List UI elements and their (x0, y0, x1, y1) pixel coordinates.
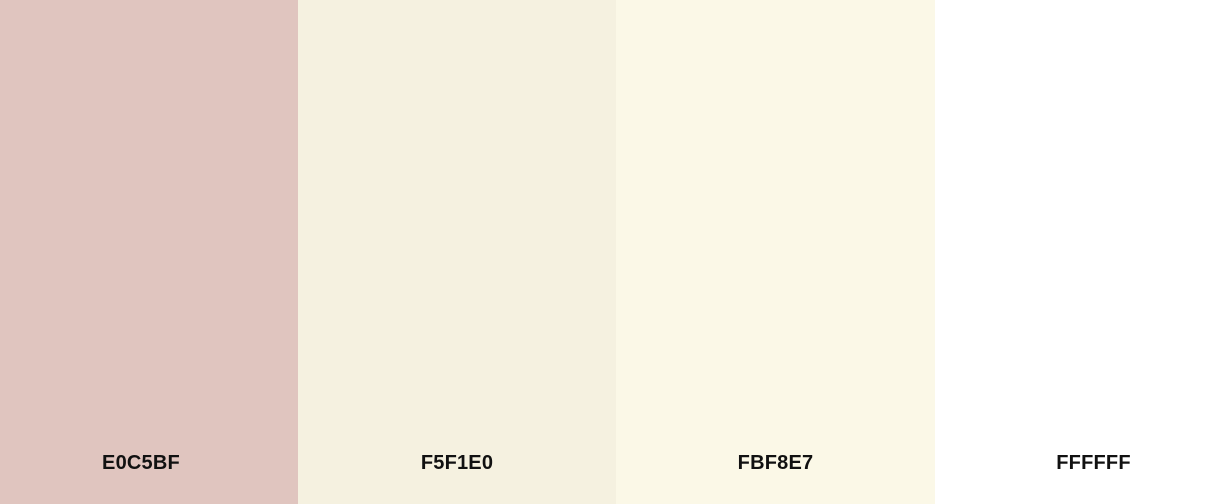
swatch-hex-label: E0C5BF (102, 452, 180, 474)
swatch-hex-label: F5F1E0 (420, 452, 494, 474)
color-swatch-2[interactable]: F5F1E0 (298, 0, 616, 504)
color-swatch-3[interactable]: FBF8E7 (616, 0, 935, 504)
color-swatch-1[interactable]: E0C5BF (0, 0, 298, 504)
swatch-hex-label: FFFFFF (1056, 452, 1131, 474)
color-swatch-4[interactable]: FFFFFF (935, 0, 1232, 504)
swatch-hex-label: FBF8E7 (737, 452, 814, 474)
